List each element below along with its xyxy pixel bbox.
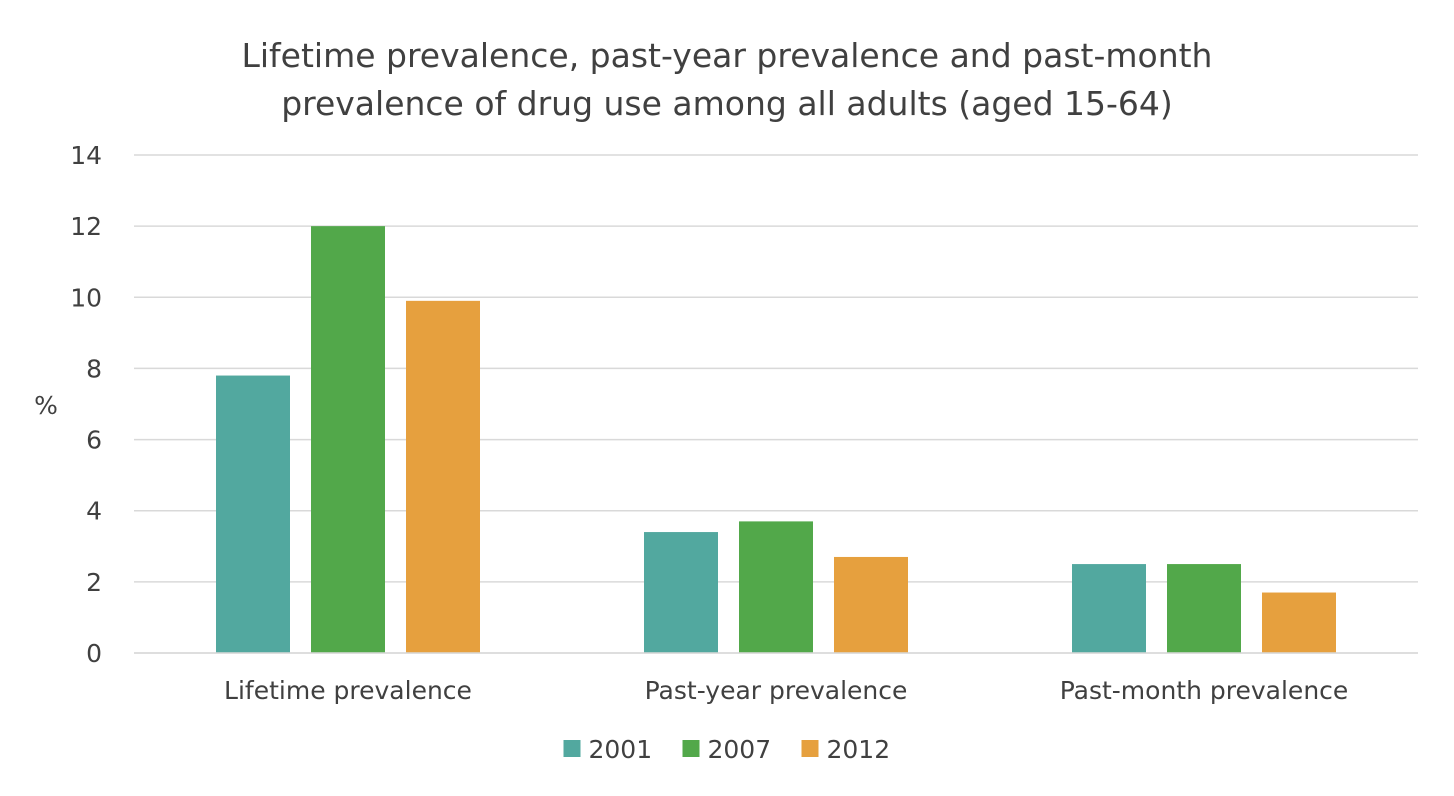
bar-2001-3: [1072, 564, 1146, 653]
legend-swatch-2012: [801, 740, 819, 757]
y-tick-label: 8: [86, 354, 102, 383]
chart-title-line-1: Lifetime prevalence, past-year prevalenc…: [241, 36, 1213, 75]
bar-2012-3: [1262, 592, 1336, 653]
legend-label-2012: 2012: [827, 735, 891, 764]
x-category-label: Past-year prevalence: [645, 676, 908, 705]
y-tick-label: 10: [70, 283, 102, 312]
bar-2007-1: [311, 226, 385, 653]
y-tick-label: 6: [86, 426, 102, 455]
bar-2001-1: [216, 375, 290, 653]
chart-title-line-2: prevalence of drug use among all adults …: [281, 84, 1173, 123]
y-tick-label: 2: [86, 568, 102, 597]
x-category-label: Lifetime prevalence: [224, 676, 472, 705]
legend-label-2001: 2001: [589, 735, 653, 764]
y-axis-label: %: [34, 391, 58, 420]
x-category-label: Past-month prevalence: [1060, 676, 1349, 705]
legend-swatch-2001: [563, 740, 581, 757]
y-tick-label: 12: [70, 212, 102, 241]
bar-2007-3: [1167, 564, 1241, 653]
y-tick-label: 0: [86, 639, 102, 668]
bar-2001-2: [644, 532, 718, 653]
legend-label-2007: 2007: [708, 735, 772, 764]
bar-2012-2: [834, 556, 908, 653]
y-tick-label: 4: [86, 497, 102, 526]
bar-2007-2: [739, 521, 813, 653]
legend-swatch-2007: [682, 740, 700, 757]
y-tick-label: 14: [70, 141, 102, 170]
bar-2012-1: [406, 300, 480, 653]
